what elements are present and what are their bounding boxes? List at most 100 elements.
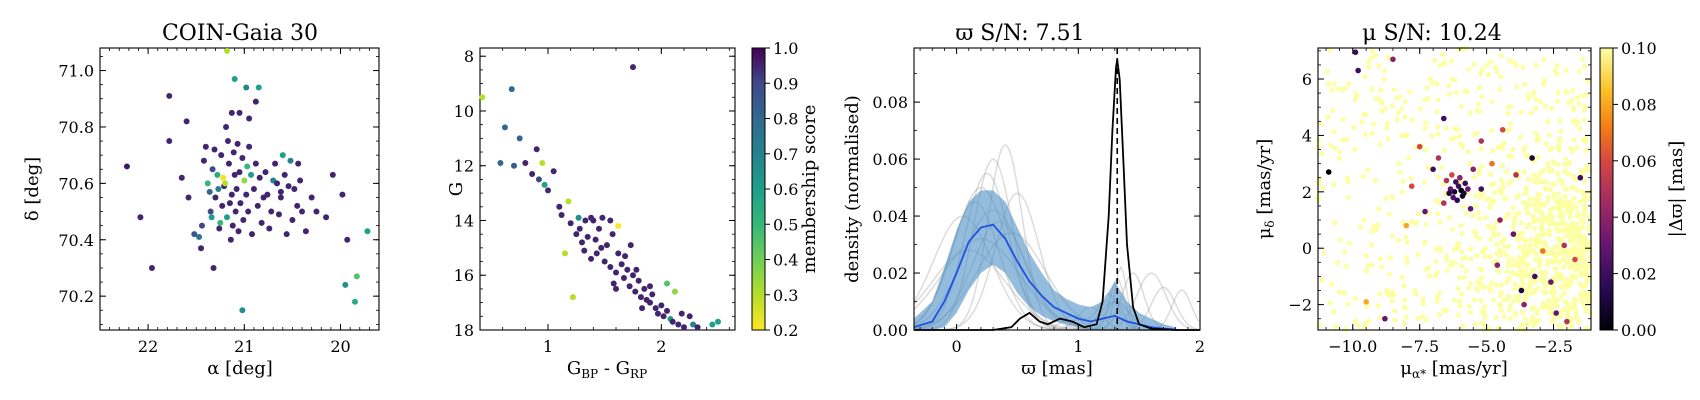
field-point bbox=[1468, 309, 1474, 315]
cmd-point bbox=[581, 247, 588, 254]
cmd-point bbox=[575, 214, 582, 221]
field-point bbox=[1536, 179, 1542, 185]
field-point bbox=[1413, 291, 1419, 297]
field-point bbox=[1533, 130, 1539, 136]
field-point bbox=[1580, 289, 1586, 295]
panel4-ytick-label: 2 bbox=[1302, 183, 1312, 202]
field-point bbox=[1379, 100, 1385, 106]
field-point bbox=[1571, 301, 1577, 307]
field-point bbox=[1536, 259, 1542, 265]
cmd-point bbox=[709, 321, 716, 328]
field-point bbox=[1578, 237, 1584, 243]
pm-point bbox=[1408, 183, 1415, 189]
pm-point bbox=[1465, 186, 1471, 192]
panel3-ticks bbox=[914, 48, 1201, 331]
field-point bbox=[1527, 285, 1533, 291]
field-point bbox=[1479, 309, 1485, 315]
field-point bbox=[1443, 308, 1449, 314]
field-point bbox=[1573, 297, 1580, 303]
field-point bbox=[1476, 171, 1482, 177]
field-point bbox=[1427, 273, 1433, 279]
field-point bbox=[1547, 232, 1553, 238]
field-point bbox=[1509, 154, 1515, 160]
panel4-title: μ S/N: 10.24 bbox=[1362, 21, 1502, 46]
field-point bbox=[1408, 175, 1414, 181]
field-point bbox=[1383, 196, 1389, 202]
field-point bbox=[1317, 121, 1323, 127]
member-point bbox=[220, 174, 227, 181]
field-point bbox=[1576, 100, 1582, 107]
field-point bbox=[1361, 325, 1367, 331]
field-point bbox=[1498, 74, 1504, 80]
field-point bbox=[1460, 203, 1466, 209]
panel1-ytick-label: 70.6 bbox=[58, 174, 94, 193]
field-point bbox=[1403, 255, 1409, 261]
field-point bbox=[1458, 179, 1464, 185]
field-point bbox=[1525, 92, 1531, 98]
field-point bbox=[1569, 201, 1575, 207]
member-point bbox=[283, 231, 290, 238]
member-point bbox=[262, 169, 269, 176]
field-point bbox=[1488, 201, 1494, 207]
field-point bbox=[1404, 240, 1410, 246]
field-point bbox=[1377, 315, 1383, 321]
field-point bbox=[1344, 137, 1350, 143]
field-point bbox=[1402, 297, 1408, 303]
field-point bbox=[1344, 175, 1350, 181]
field-point bbox=[1371, 121, 1377, 127]
field-point bbox=[1407, 89, 1413, 95]
field-point bbox=[1567, 159, 1573, 166]
field-point bbox=[1470, 213, 1476, 219]
field-point bbox=[1545, 194, 1551, 200]
panel4-xtick-label: −10.0 bbox=[1328, 337, 1377, 356]
field-point bbox=[1432, 57, 1438, 64]
field-point bbox=[1337, 149, 1343, 155]
field-point bbox=[1396, 237, 1402, 243]
field-point bbox=[1455, 285, 1462, 292]
field-point bbox=[1563, 186, 1569, 192]
cmd-point bbox=[647, 299, 653, 306]
field-point bbox=[1464, 89, 1470, 95]
field-point bbox=[1559, 220, 1565, 226]
field-point bbox=[1506, 180, 1512, 186]
field-point bbox=[1468, 280, 1474, 287]
cmd-point bbox=[635, 277, 642, 284]
field-point bbox=[1521, 253, 1527, 259]
field-point bbox=[1511, 286, 1517, 292]
pm-point bbox=[1478, 186, 1485, 192]
field-point bbox=[1517, 268, 1523, 274]
cmd-point bbox=[501, 124, 508, 131]
field-point bbox=[1509, 147, 1516, 153]
field-point bbox=[1455, 126, 1461, 133]
panel4-colorbar-gradient bbox=[1599, 47, 1614, 331]
field-point bbox=[1476, 215, 1482, 222]
field-point bbox=[1542, 243, 1548, 249]
field-point bbox=[1499, 163, 1505, 169]
field-point bbox=[1420, 296, 1426, 302]
field-point bbox=[1439, 164, 1445, 170]
field-point bbox=[1332, 145, 1338, 151]
field-point bbox=[1460, 144, 1466, 150]
field-point bbox=[1382, 68, 1388, 74]
cmd-point bbox=[598, 244, 605, 251]
member-point bbox=[279, 152, 286, 159]
cmd-point bbox=[596, 225, 602, 232]
field-point bbox=[1434, 81, 1440, 87]
cmd-point bbox=[626, 283, 633, 290]
field-point bbox=[1365, 262, 1371, 269]
field-point bbox=[1543, 269, 1549, 275]
field-point bbox=[1570, 220, 1576, 226]
pm-point bbox=[1529, 155, 1535, 161]
field-point bbox=[1504, 127, 1511, 134]
field-point bbox=[1530, 214, 1536, 220]
field-point bbox=[1582, 135, 1589, 141]
field-point bbox=[1330, 182, 1337, 188]
field-point bbox=[1443, 253, 1449, 259]
field-point bbox=[1571, 231, 1577, 237]
field-point bbox=[1547, 216, 1553, 222]
cmd-point bbox=[686, 313, 693, 320]
field-point bbox=[1518, 134, 1524, 140]
field-point bbox=[1587, 254, 1593, 260]
field-point bbox=[1522, 82, 1528, 88]
field-point bbox=[1575, 119, 1581, 125]
